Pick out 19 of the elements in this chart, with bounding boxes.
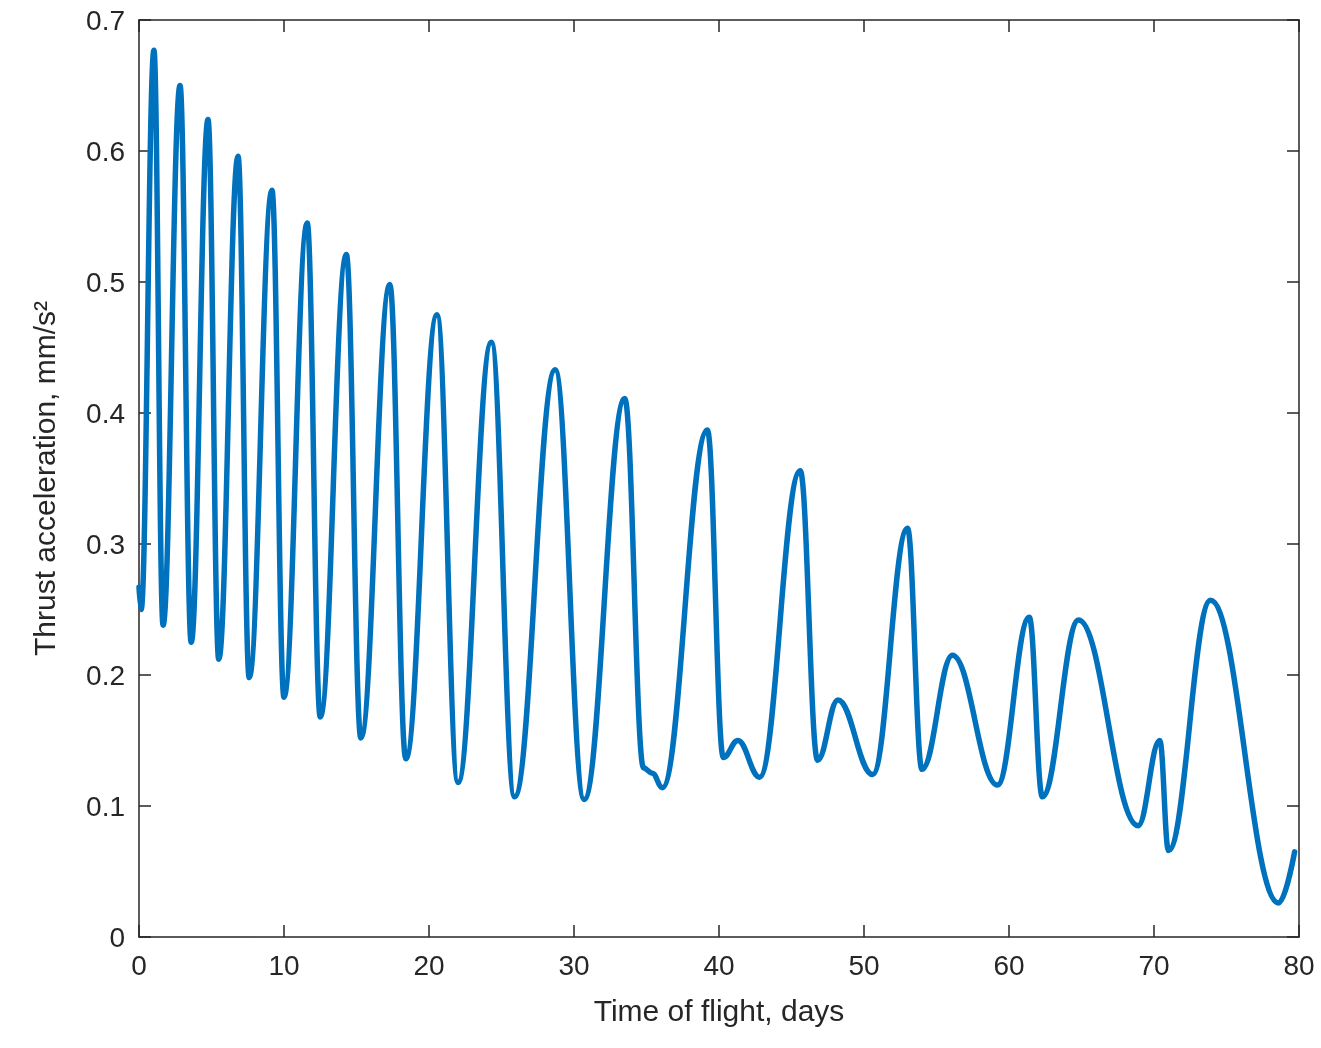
- y-tick-label: 0.6: [86, 135, 125, 167]
- x-tick-label: 60: [993, 949, 1025, 981]
- y-tick-label: 0.5: [86, 266, 125, 298]
- y-tick-label: 0.2: [86, 659, 125, 691]
- x-tick-label: 70: [1138, 949, 1170, 981]
- x-tick-label: 40: [703, 949, 735, 981]
- y-tick-label: 0: [109, 921, 125, 953]
- y-tick-label: 0.1: [86, 790, 125, 822]
- x-tick-label: 80: [1283, 949, 1315, 981]
- x-axis-title: Time of flight, days: [593, 993, 845, 1027]
- y-tick-label: 0.3: [86, 528, 125, 560]
- x-tick-label: 30: [558, 949, 590, 981]
- x-tick-label: 0: [131, 949, 147, 981]
- y-tick-label: 0.7: [86, 4, 125, 36]
- y-axis-title: Thrust acceleration, mm/s²: [27, 300, 61, 657]
- y-tick-label: 0.4: [86, 397, 125, 429]
- x-tick-label: 10: [268, 949, 300, 981]
- x-tick-label: 20: [413, 949, 445, 981]
- x-tick-label: 50: [848, 949, 880, 981]
